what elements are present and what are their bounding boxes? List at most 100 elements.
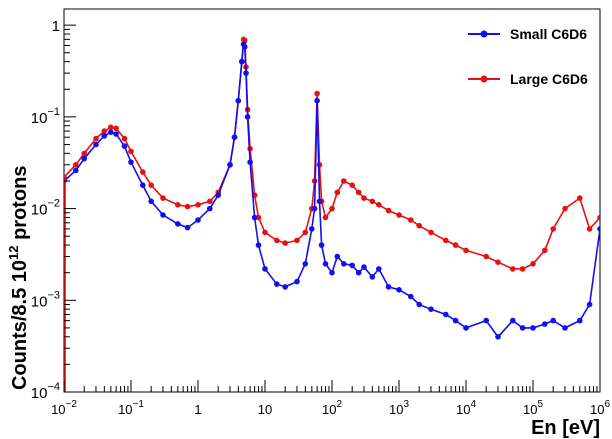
data-point	[311, 205, 318, 212]
data-point	[396, 212, 402, 218]
data-point	[385, 207, 392, 214]
legend-label-large: Large C6D6	[510, 71, 588, 87]
data-point	[577, 317, 583, 324]
series-line	[64, 41, 600, 339]
data-point	[128, 148, 134, 155]
data-point	[416, 301, 423, 308]
data-point	[510, 317, 516, 324]
data-point	[334, 189, 341, 196]
x-tick-label: 105	[523, 399, 543, 417]
data-point	[282, 284, 289, 290]
legend-marker-large	[480, 75, 488, 83]
data-point	[530, 261, 536, 267]
data-point	[577, 195, 583, 201]
data-point	[274, 281, 280, 287]
data-point	[542, 247, 548, 254]
legend-marker-small	[480, 30, 488, 38]
data-point	[597, 214, 600, 221]
data-point	[309, 226, 315, 232]
data-point	[227, 162, 233, 168]
data-point	[428, 229, 434, 236]
data-point	[160, 212, 166, 218]
data-point	[314, 90, 320, 97]
data-point	[334, 253, 341, 260]
data-point	[355, 269, 362, 276]
legend-label-small: Small C6D6	[510, 26, 587, 42]
data-point	[452, 317, 459, 324]
data-point	[369, 274, 376, 280]
legend-entry-large: Large C6D6	[468, 71, 588, 87]
series-line	[64, 37, 600, 270]
data-point	[376, 266, 382, 272]
data-point	[148, 182, 154, 188]
x-axis-title: En [eV]	[531, 417, 600, 439]
data-point	[542, 321, 548, 327]
data-point	[550, 317, 556, 324]
data-point	[239, 58, 245, 65]
data-point	[294, 237, 300, 244]
data-point	[235, 97, 242, 104]
data-point	[140, 169, 146, 175]
data-point	[341, 178, 347, 184]
x-tick-label: 102	[322, 399, 342, 417]
data-point	[562, 205, 568, 212]
data-point	[282, 240, 289, 246]
data-point	[483, 317, 490, 324]
data-point	[597, 226, 600, 232]
y-tick-label: 10−4	[31, 381, 60, 402]
data-point	[243, 70, 249, 76]
x-tick-label: 10	[258, 402, 272, 417]
data-point	[329, 205, 335, 212]
y-tick-label: 10−3	[31, 289, 60, 310]
data-point	[93, 135, 99, 142]
data-point	[262, 266, 268, 272]
data-point	[195, 217, 201, 223]
data-point	[428, 306, 434, 313]
data-point	[495, 334, 501, 340]
data-point	[510, 266, 516, 272]
data-point	[231, 134, 238, 140]
data-point	[443, 311, 449, 318]
data-point	[385, 284, 392, 290]
data-point	[207, 205, 213, 212]
data-point	[416, 222, 423, 229]
data-point	[175, 221, 181, 227]
data-point	[207, 198, 213, 205]
data-point	[483, 253, 490, 260]
x-tick-label: 10−1	[118, 399, 144, 417]
data-point	[349, 182, 356, 188]
data-point	[93, 141, 99, 148]
series-small	[64, 41, 600, 340]
data-point	[361, 264, 367, 270]
legend-entry-small: Small C6D6	[468, 26, 587, 42]
y-axis-title: Counts/8.5 1012 protons	[6, 165, 31, 390]
data-point	[443, 237, 449, 244]
data-point	[562, 325, 568, 331]
data-point	[251, 214, 258, 221]
data-point	[121, 135, 128, 142]
x-tick-label: 10−2	[51, 399, 77, 417]
y-tick-label: 1	[52, 18, 60, 35]
y-tick-label: 10−2	[31, 198, 60, 219]
data-point	[322, 261, 329, 267]
data-point	[586, 226, 593, 232]
data-point	[316, 198, 323, 205]
data-point	[175, 202, 181, 208]
data-point	[73, 162, 79, 168]
data-point	[355, 189, 362, 196]
data-point	[128, 159, 134, 165]
data-point	[195, 202, 201, 208]
data-point	[108, 124, 114, 131]
data-point	[369, 198, 376, 205]
data-point	[148, 198, 154, 205]
data-point	[274, 237, 280, 244]
data-point	[341, 261, 347, 267]
data-point	[322, 214, 329, 221]
data-point	[73, 167, 79, 174]
data-point	[530, 325, 536, 331]
data-point	[81, 155, 87, 162]
data-point	[519, 325, 526, 331]
data-point	[519, 266, 526, 272]
data-point	[140, 182, 146, 188]
